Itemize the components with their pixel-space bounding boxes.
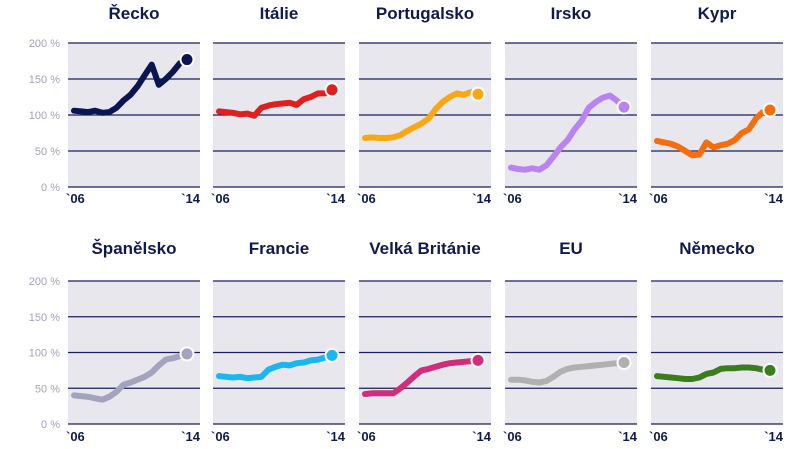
end-point-marker: [762, 102, 778, 118]
y-tick-label: 150 %: [29, 312, 60, 324]
x-tick-label: `06: [211, 429, 230, 444]
x-tick-label: `06: [503, 191, 522, 206]
series-line: [216, 352, 335, 382]
series-line: [71, 56, 190, 116]
end-point-marker: [616, 99, 632, 115]
x-tick-label: `14: [472, 191, 492, 206]
x-tick-label: `14: [472, 429, 492, 444]
y-tick-label: 0 %: [41, 419, 60, 431]
x-tick-label: `14: [326, 191, 346, 206]
series-line: [71, 350, 190, 403]
x-tick-label: `06: [357, 191, 376, 206]
end-point-marker: [616, 355, 632, 371]
panel-title: EU: [559, 239, 583, 258]
panel-8: Velká Británie `06 `14: [357, 239, 492, 444]
y-tick-label: 150 %: [29, 74, 60, 86]
y-tick-label: 100 %: [29, 110, 60, 122]
panel-title: Itálie: [260, 4, 299, 23]
x-tick-label: `06: [649, 191, 668, 206]
series-line: [654, 107, 773, 159]
y-tick-label: 200 %: [29, 38, 60, 50]
y-tick-label: 50 %: [35, 146, 60, 158]
y-tick-label: 100 %: [29, 348, 60, 360]
x-tick-label: `14: [181, 191, 201, 206]
series-line: [362, 357, 481, 397]
series-line: [362, 89, 481, 141]
y-tick-label: 200 %: [29, 276, 60, 288]
panel-4: Irsko `06 `14: [503, 4, 638, 206]
x-tick-label: `06: [66, 191, 85, 206]
x-tick-label: `14: [181, 429, 201, 444]
panel-title: Francie: [249, 239, 309, 258]
series-line: [508, 359, 627, 386]
panel-6: Španělsko 200 % 150 % 100 % 50 % 0 % `06 `14: [29, 239, 201, 444]
panel-7: Francie `06 `14: [211, 239, 346, 444]
x-tick-label: `06: [357, 429, 376, 444]
end-point-marker: [179, 346, 195, 362]
panel-title: Německo: [679, 239, 755, 258]
panel-title: Irsko: [551, 4, 592, 23]
end-point-marker: [179, 52, 195, 68]
panel-title: Velká Británie: [369, 239, 481, 258]
series-line: [216, 86, 335, 119]
panel-title: Řecko: [108, 4, 159, 23]
x-tick-label: `14: [764, 429, 784, 444]
y-tick-label: 0 %: [41, 182, 60, 194]
x-tick-label: `06: [649, 429, 668, 444]
end-point-marker: [324, 82, 340, 98]
x-tick-label: `14: [618, 429, 638, 444]
y-tick-label: 50 %: [35, 383, 60, 395]
panel-2: Itálie `06 `14: [211, 4, 346, 206]
panel-title: Španělsko: [91, 239, 176, 258]
series-line: [654, 364, 773, 382]
panel-title: Kypr: [698, 4, 737, 23]
end-point-marker: [324, 347, 340, 363]
end-point-marker: [470, 352, 486, 368]
x-tick-label: `06: [503, 429, 522, 444]
series-line: [508, 92, 627, 173]
panel-title: Portugalsko: [376, 4, 474, 23]
panel-10: Německo `06 `14: [649, 239, 784, 444]
panel-1: Řecko 200 % 150 % 100 % 50 % 0 % `06 `14: [29, 4, 201, 206]
x-tick-label: `14: [326, 429, 346, 444]
end-point-marker: [470, 86, 486, 102]
x-tick-label: `06: [66, 429, 85, 444]
x-tick-label: `14: [764, 191, 784, 206]
panel-9: EU `06 `14: [503, 239, 638, 444]
x-tick-label: `06: [211, 191, 230, 206]
panel-3: Portugalsko `06 `14: [357, 4, 492, 206]
panel-5: Kypr `06 `14: [649, 4, 784, 206]
end-point-marker: [762, 362, 778, 378]
x-tick-label: `14: [618, 191, 638, 206]
